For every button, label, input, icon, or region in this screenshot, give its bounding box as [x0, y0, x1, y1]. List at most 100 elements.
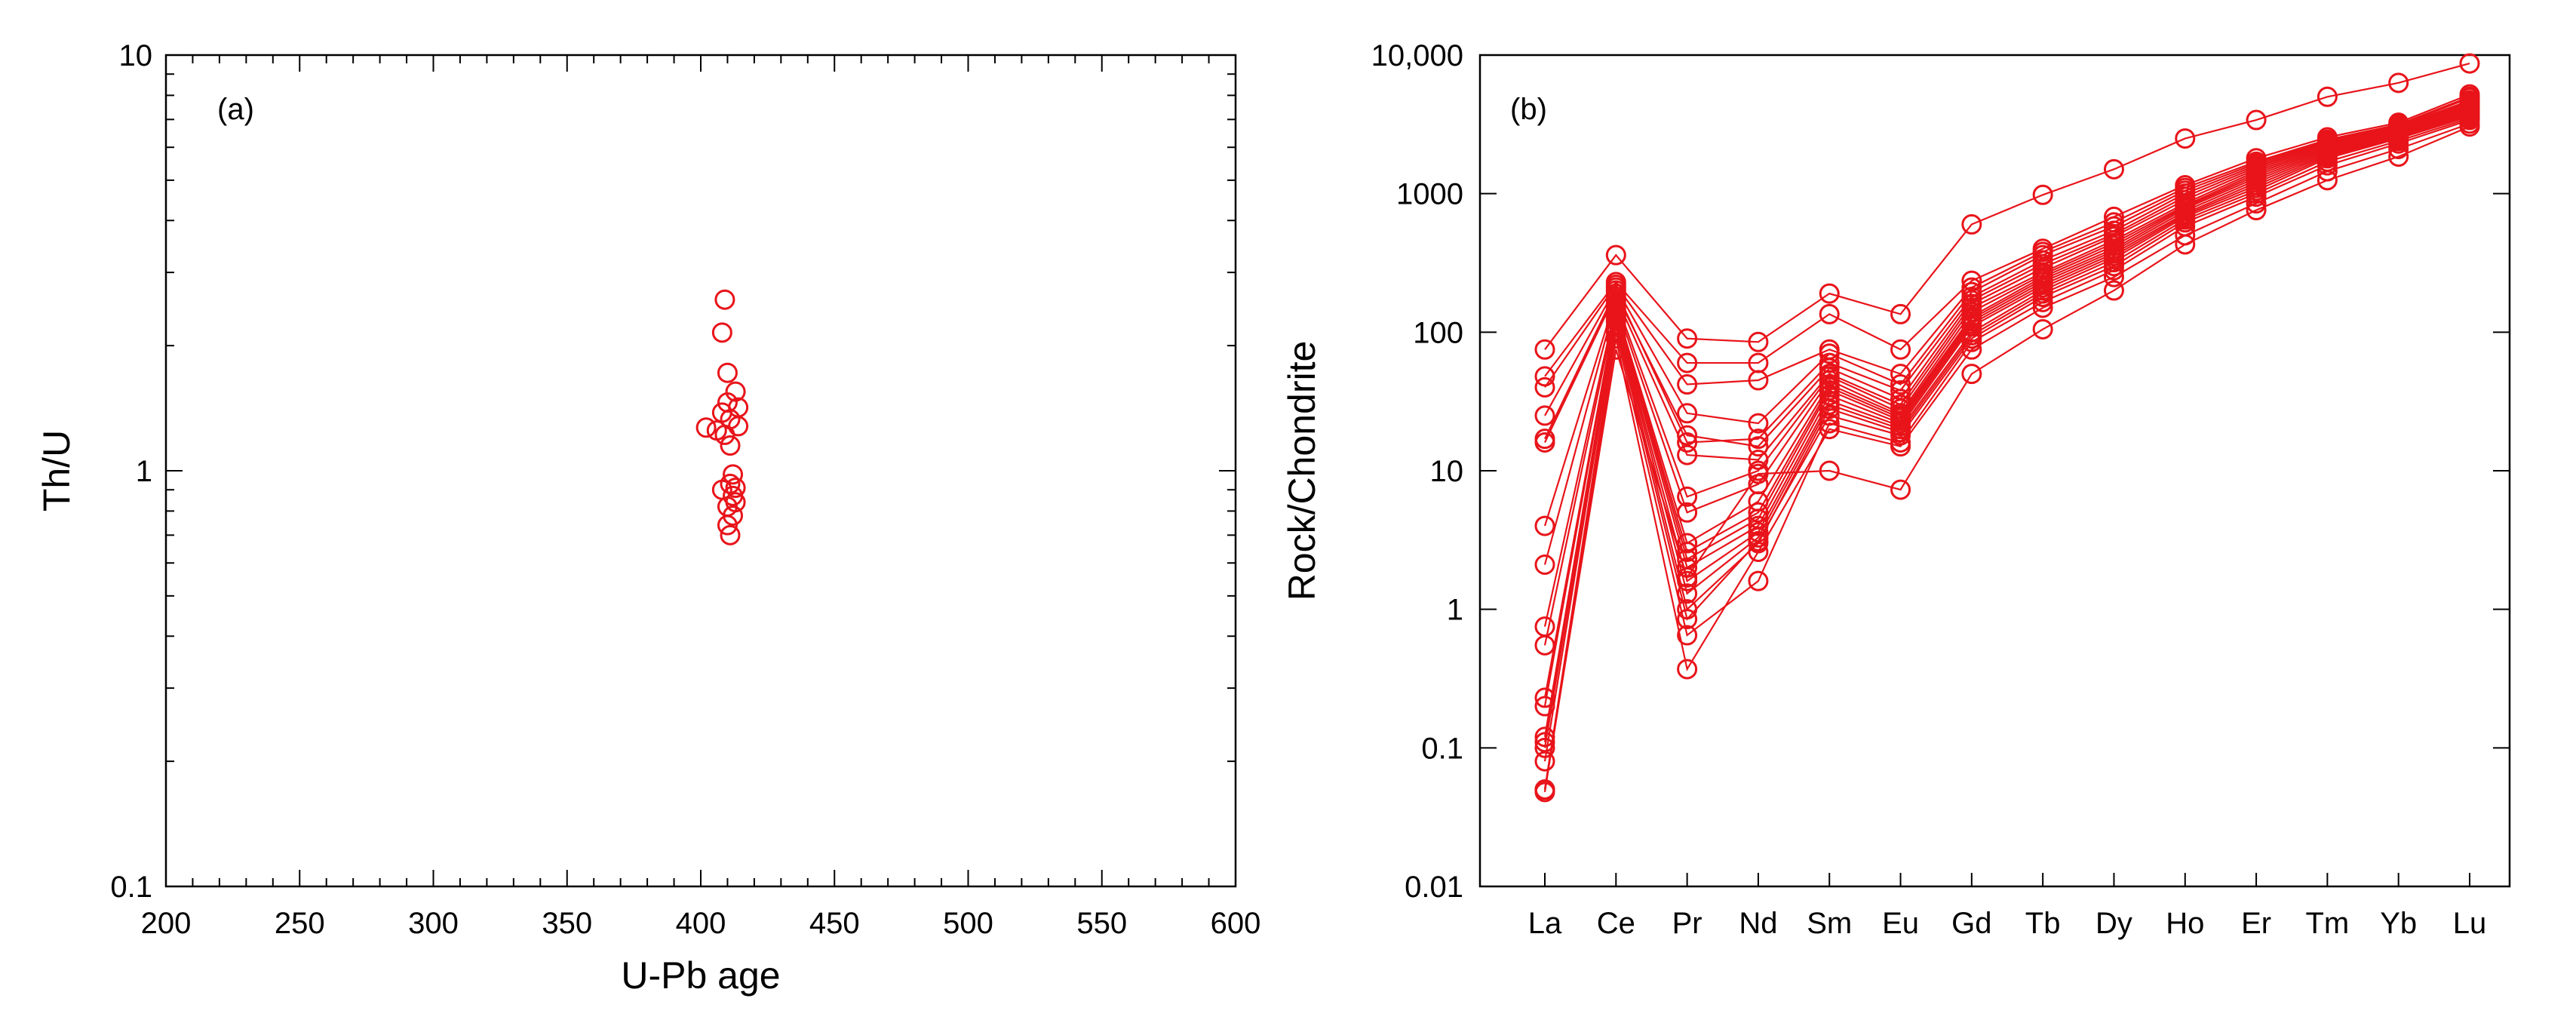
panel-a-data-point	[714, 289, 735, 310]
panel-b-data-point	[1748, 463, 1769, 484]
panel-b-data-point	[1677, 567, 1698, 588]
panel-b-data-point	[2388, 146, 2409, 167]
panel-b-data-point	[1748, 331, 1769, 352]
panel-b-data-point	[1534, 432, 1555, 453]
panel-b-data-point	[2032, 184, 2053, 205]
panel-b-data-point	[1677, 541, 1698, 562]
panel-b-data-point	[1677, 352, 1698, 373]
panel-b-x-tick-label: Er	[2241, 907, 2271, 940]
panel-b-data-point	[1677, 609, 1698, 630]
panel-a-x-tick-label: 400	[676, 907, 726, 940]
panel-b-series-line	[1543, 115, 2470, 762]
panel-b-series-line	[1544, 97, 2470, 425]
panel-b-data-point	[2459, 116, 2480, 137]
panel-b-series-3	[1534, 86, 2480, 398]
panel-b-y-tick-label: 0.1	[1421, 732, 1463, 765]
panel-b-series-13	[1534, 101, 2480, 748]
panel-b-y-tick-label: 0.01	[1405, 871, 1463, 904]
panel-b-series-line	[1544, 94, 2470, 377]
panel-b-data-point	[1819, 460, 1840, 481]
panel-a-x-tick-label: 250	[275, 907, 325, 940]
panel-b-series-line	[1543, 114, 2470, 748]
panel-a-x-tick-label: 550	[1076, 907, 1127, 940]
panel-b-series-line	[1543, 106, 2470, 646]
panel-b-series-line	[1543, 119, 2470, 790]
panel-b-data-point	[1534, 515, 1555, 536]
panel-a-data-point	[720, 524, 741, 545]
panel-b-data-point	[1534, 779, 1555, 800]
panel-b-data-point	[1748, 541, 1769, 562]
panel-a-data-point	[723, 464, 744, 485]
panel-b-data-point	[2032, 286, 2053, 307]
panel-b-data-point	[1890, 479, 1911, 500]
panel-b-x-tick-label: Ho	[2166, 907, 2204, 940]
panel-a-data-point	[711, 322, 732, 343]
panel-b-series-19	[1534, 113, 2480, 803]
panel-b-data-point	[1748, 436, 1769, 457]
panel-a-data-point	[720, 435, 741, 456]
panel-b-series-line	[1544, 63, 2470, 350]
panel-b-data-point	[1748, 502, 1769, 523]
panel-b-data-point	[1890, 436, 1911, 457]
panel-b-data-point	[2388, 133, 2409, 154]
panel-b-data-point	[1534, 554, 1555, 575]
panel-b-data-point	[2032, 318, 2053, 339]
panel-b-data-point	[1677, 328, 1698, 349]
panel-b-data-point	[2317, 86, 2338, 107]
panel-b-data-point	[1534, 366, 1555, 387]
panel-b-data-point	[2175, 234, 2196, 255]
panel-a-frame	[164, 54, 1237, 888]
panel-a-data-point	[723, 505, 744, 526]
panel-b-data-point	[1961, 270, 1982, 291]
panel-b-x-tick-label: Nd	[1739, 907, 1777, 940]
panel-b-data-point	[1961, 213, 1982, 235]
panel-b-y-tick-label: 1	[1447, 594, 1463, 627]
panel-b-data-point	[1677, 403, 1698, 424]
panel-b-x-tick-label: Ce	[1597, 907, 1635, 940]
panel-b-data-point	[2032, 297, 2053, 318]
panel-b-data-point	[1819, 398, 1840, 419]
panel-b-data-point	[1677, 444, 1698, 465]
panel-b-series-line	[1543, 122, 2470, 793]
panel-b-data-point	[2246, 186, 2267, 207]
panel-a-label: (a)	[217, 93, 254, 126]
panel-b-data-point	[1890, 303, 1911, 324]
panel-b-series-line	[1543, 103, 2470, 565]
panel-b-data-point	[1677, 625, 1698, 646]
panel-b-x-tick-label: Yb	[2380, 907, 2417, 940]
panel-b-label: (b)	[1510, 93, 1547, 126]
panel-b-data-point	[1961, 339, 1982, 360]
panel-b-data-point	[2175, 128, 2196, 149]
panel-a-y-tick-label: 10	[119, 39, 153, 72]
panel-b-data-point	[1534, 405, 1555, 426]
panel-b-data-point	[1677, 374, 1698, 395]
panel-a-x-tick-label: 200	[141, 907, 192, 940]
panel-b-data-point	[2459, 53, 2480, 74]
panel-b-series-line	[1544, 100, 2470, 444]
panel-b-data-point	[1534, 634, 1555, 656]
panel-a-y-tick-label: 1	[136, 455, 152, 488]
panel-b-series-14	[1534, 103, 2480, 753]
panel-b-data-point	[2317, 155, 2338, 176]
panel-b-y-tick-label: 10,000	[1371, 39, 1463, 72]
panel-b-x-tick-label: Gd	[1951, 907, 1991, 940]
panel-b-data-point	[2246, 109, 2267, 131]
panel-b-data-point	[1961, 331, 1982, 352]
panel-b-series-line	[1544, 100, 2470, 447]
panel-b-x-tick-label: Sm	[1807, 907, 1852, 940]
panel-a-x-tick-label: 500	[943, 907, 993, 940]
panel-b-data-point	[2388, 72, 2409, 94]
panel-a-data-point	[717, 362, 738, 383]
panel-a-y-axis-title: Th/U	[35, 430, 78, 511]
panel-a-data-point	[725, 478, 746, 499]
panel-b-series-line	[1543, 125, 2470, 790]
panel-b-y-tick-label: 1000	[1396, 178, 1463, 211]
panel-b-data-point	[1605, 244, 1626, 266]
panel-b-data-point	[2032, 291, 2053, 312]
panel-b-data-point	[2103, 280, 2124, 301]
panel-b-series-1	[1534, 53, 2480, 360]
panel-b-x-tick-label: Dy	[2095, 907, 2132, 940]
panel-b-x-tick-label: Lu	[2453, 907, 2487, 940]
panel-b-x-tick-label: Pr	[1672, 907, 1702, 940]
